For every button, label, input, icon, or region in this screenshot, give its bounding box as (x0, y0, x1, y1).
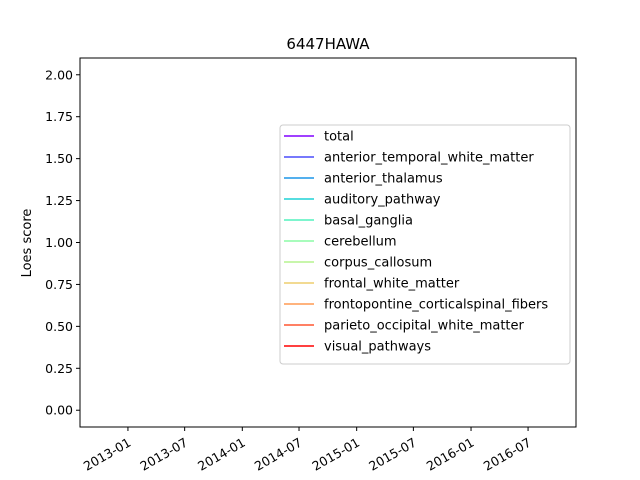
y-tick-label: 0.50 (45, 319, 73, 334)
legend-entry: anterior_thalamus (324, 172, 443, 187)
x-tick-label: 2013-01 (81, 435, 134, 474)
legend-entry: corpus_callosum (324, 256, 432, 271)
x-tick-label: 2015-07 (366, 435, 419, 474)
legend-box (279, 124, 571, 365)
legend-entry: basal_ganglia (324, 214, 413, 229)
chart-title: 6447HAWA (286, 35, 370, 53)
y-tick-label: 0.25 (45, 361, 73, 376)
y-tick-label: 0.75 (45, 277, 73, 292)
y-tick-label: 1.50 (45, 151, 73, 166)
x-tick-label: 2014-07 (252, 435, 305, 474)
x-tick-label: 2015-01 (309, 435, 362, 474)
legend-entry: parieto_occipital_white_matter (324, 319, 525, 334)
y-tick-label: 1.00 (45, 235, 73, 250)
x-tick-label: 2013-07 (137, 435, 190, 474)
legend-entry: auditory_pathway (324, 193, 441, 208)
x-ticks: 2013-01 2013-07 2014-01 2014-07 2015-01 2015-… (81, 427, 534, 474)
legend-entry: anterior_temporal_white_matter (324, 151, 534, 166)
y-tick-label: 0.00 (45, 403, 73, 418)
y-tick-label: 2.00 (45, 67, 73, 82)
legend-entry: total (324, 130, 354, 145)
legend-entry: visual_pathways (324, 340, 431, 355)
y-ticks: 0.00 0.25 0.50 0.75 1.00 1.25 1.50 1.75 2.00 (45, 67, 80, 418)
plot-frame (79, 57, 577, 428)
y-tick-label: 1.25 (45, 193, 73, 208)
x-tick-label: 2014-01 (195, 435, 248, 474)
legend-entry: frontopontine_corticalspinal_fibers (324, 298, 548, 313)
x-tick-label: 2016-01 (424, 435, 477, 474)
legend-entry: frontal_white_matter (324, 277, 460, 292)
y-tick-label: 1.75 (45, 109, 73, 124)
y-axis-label: Loes score (20, 209, 35, 278)
legend: total anterior_temporal_white_matteranter… (279, 124, 571, 365)
x-tick-label: 2016-07 (481, 435, 534, 474)
legend-entry: cerebellum (324, 235, 397, 250)
